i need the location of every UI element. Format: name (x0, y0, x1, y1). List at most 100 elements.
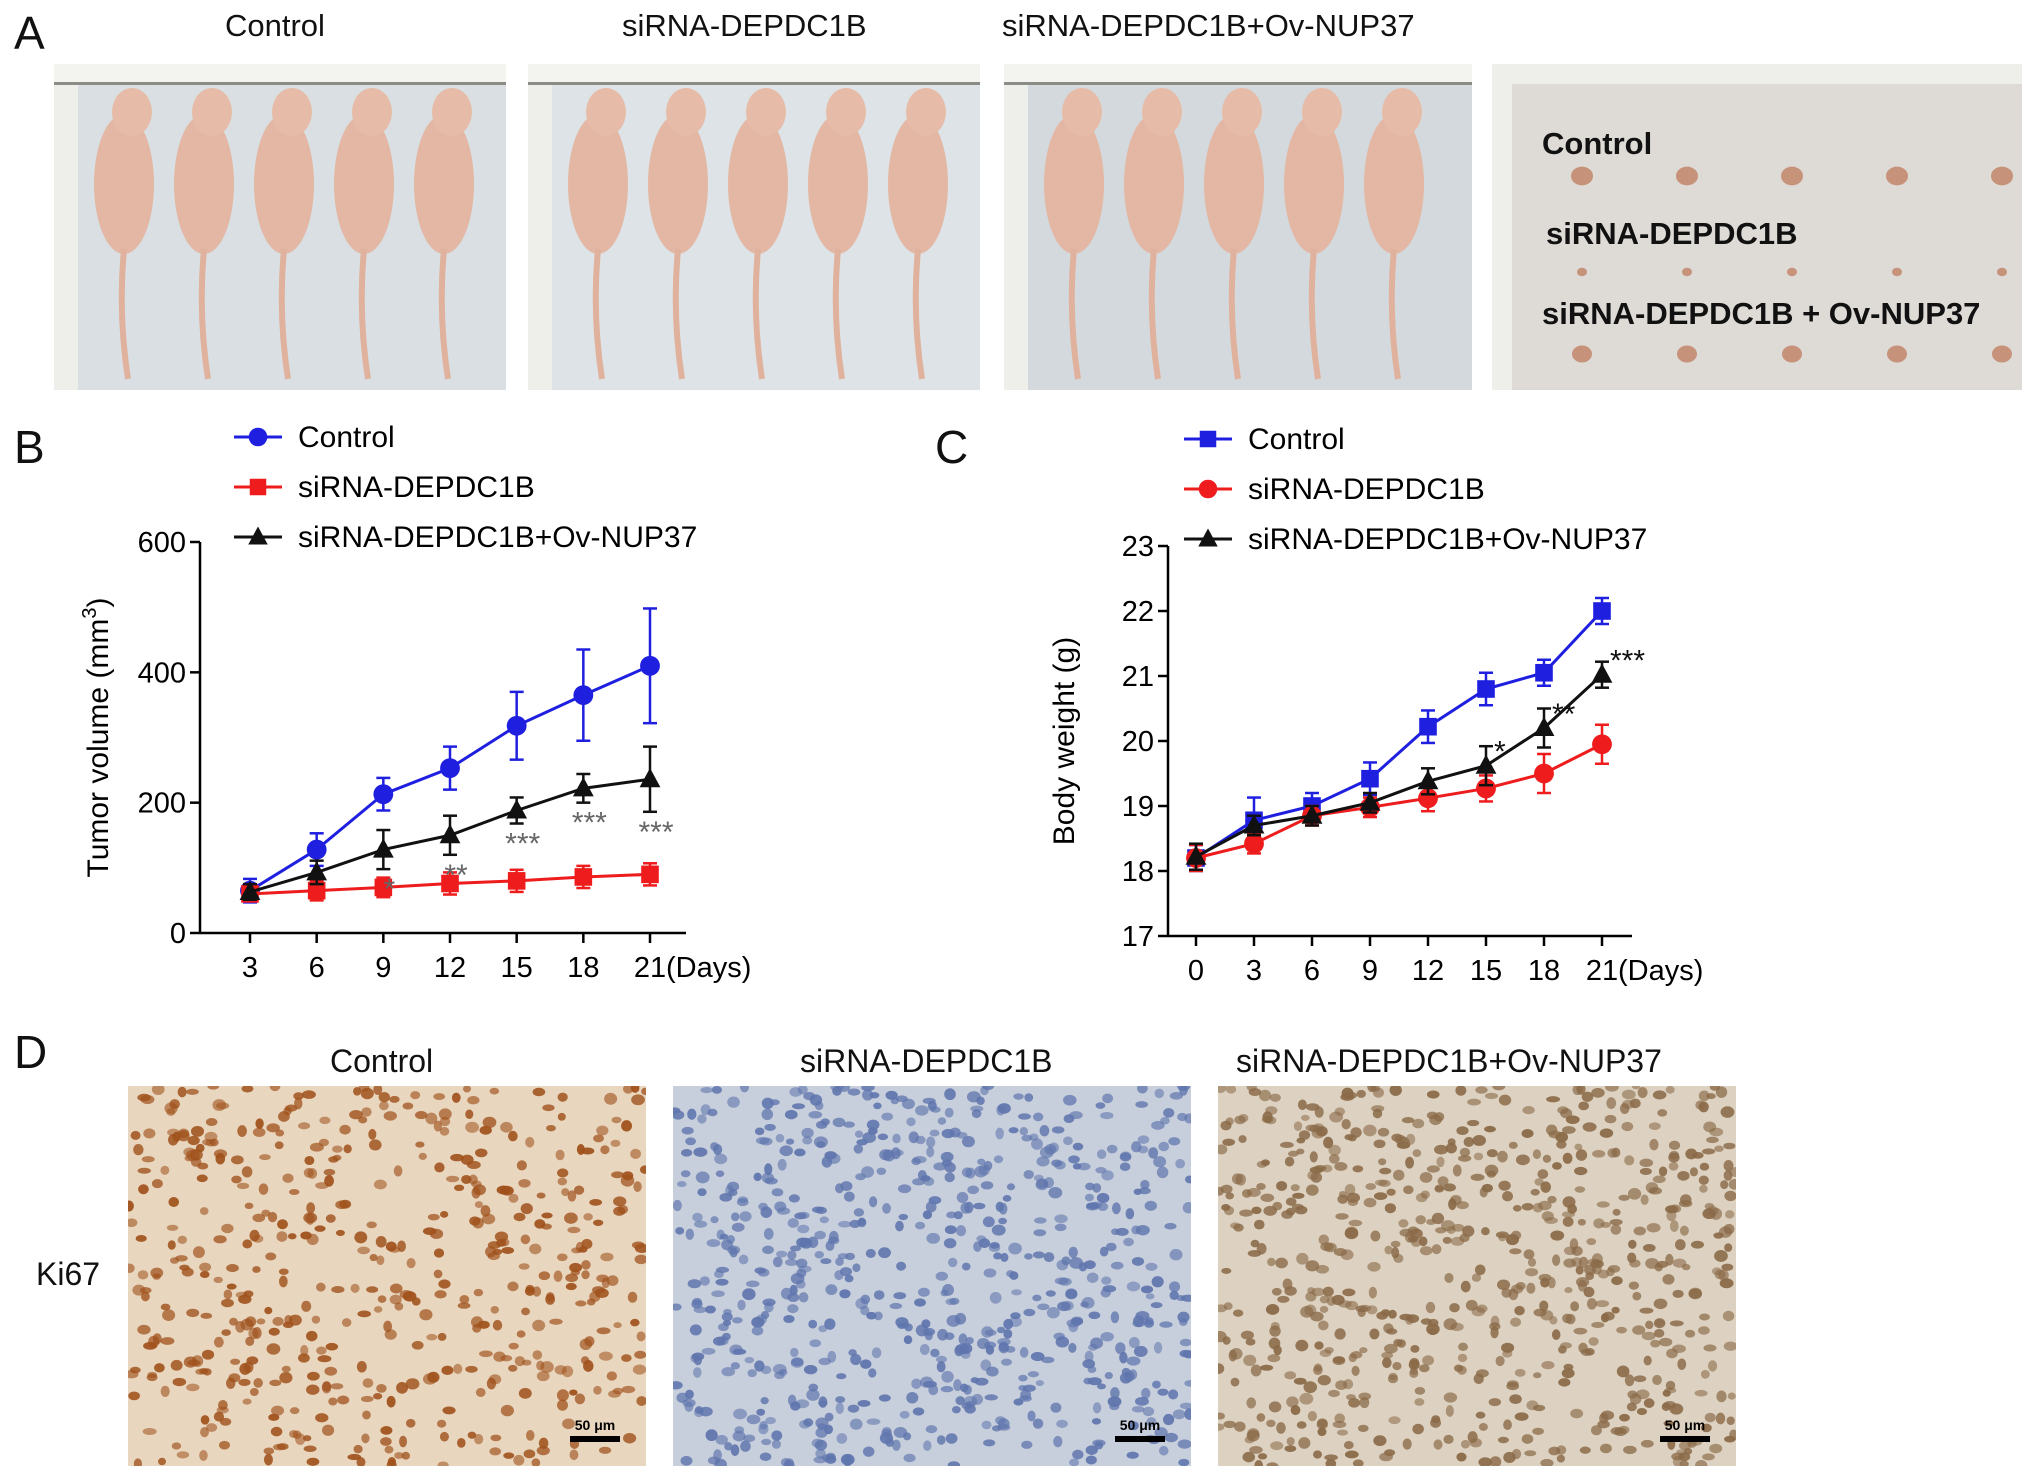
cell-nucleus (1502, 1191, 1514, 1202)
cell-nucleus (508, 1193, 519, 1203)
cell-nucleus (940, 1151, 954, 1162)
cell-nucleus (1029, 1133, 1039, 1141)
cell-nucleus (809, 1339, 822, 1348)
cell-nucleus (1027, 1371, 1040, 1378)
cell-nucleus (1652, 1090, 1667, 1100)
cell-nucleus (306, 1330, 318, 1342)
cell-nucleus (415, 1141, 425, 1148)
cell-nucleus (695, 1171, 710, 1184)
cell-nucleus (1422, 1355, 1435, 1366)
cell-nucleus (937, 1328, 949, 1341)
cell-nucleus (1259, 1364, 1274, 1371)
cell-nucleus (787, 1293, 800, 1303)
cell-nucleus (923, 1440, 932, 1451)
cell-nucleus (630, 1148, 641, 1160)
cell-nucleus (1633, 1375, 1647, 1383)
cell-nucleus (1172, 1409, 1186, 1420)
cell-nucleus (1373, 1192, 1388, 1201)
cell-nucleus (1562, 1313, 1573, 1324)
cell-nucleus (896, 1261, 907, 1271)
cell-nucleus (324, 1366, 338, 1376)
cell-nucleus (137, 1270, 149, 1280)
cell-nucleus (1475, 1411, 1486, 1419)
cell-nucleus (1140, 1179, 1150, 1190)
cell-nucleus (1335, 1380, 1348, 1391)
cell-nucleus (1672, 1456, 1683, 1466)
cell-nucleus (1642, 1243, 1656, 1252)
cell-nucleus (945, 1298, 957, 1306)
cell-nucleus (1281, 1210, 1294, 1219)
cell-nucleus (229, 1317, 238, 1326)
cell-nucleus (1372, 1087, 1385, 1098)
cell-nucleus (129, 1366, 141, 1374)
cell-nucleus (1158, 1141, 1170, 1152)
cell-nucleus (1398, 1219, 1409, 1228)
cell-nucleus (1631, 1086, 1641, 1090)
cell-nucleus (760, 1397, 769, 1405)
cell-nucleus (774, 1371, 785, 1380)
significance-mark: ** (1552, 698, 1576, 731)
cell-nucleus (1247, 1249, 1262, 1257)
y-tick-label: 200 (138, 788, 186, 820)
cell-nucleus (832, 1117, 846, 1128)
cell-nucleus (581, 1270, 590, 1280)
cell-nucleus (1277, 1295, 1290, 1303)
cell-nucleus (776, 1207, 791, 1215)
cell-nucleus (1561, 1368, 1575, 1379)
cell-nucleus (1096, 1383, 1107, 1390)
cell-nucleus (930, 1348, 940, 1358)
cell-nucleus (759, 1137, 773, 1146)
cell-nucleus (1524, 1450, 1537, 1457)
cell-nucleus (1290, 1184, 1300, 1192)
cell-nucleus (128, 1391, 140, 1401)
cell-nucleus (1729, 1167, 1736, 1178)
cell-nucleus (721, 1367, 736, 1377)
cell-nucleus (610, 1139, 621, 1147)
cell-nucleus (570, 1269, 581, 1276)
cell-nucleus (1394, 1134, 1407, 1145)
cell-nucleus (226, 1264, 239, 1273)
cell-nucleus (1334, 1107, 1346, 1116)
cell-nucleus (771, 1430, 783, 1441)
cell-nucleus (1291, 1203, 1304, 1210)
cell-nucleus (878, 1247, 891, 1259)
cell-nucleus (882, 1203, 891, 1214)
cell-nucleus (226, 1377, 236, 1389)
cell-nucleus (871, 1347, 882, 1359)
cell-nucleus (1099, 1246, 1109, 1257)
cell-nucleus (613, 1322, 622, 1329)
cell-nucleus (711, 1086, 722, 1094)
cell-nucleus (911, 1378, 922, 1389)
cell-nucleus (944, 1107, 954, 1118)
cell-nucleus (1442, 1236, 1452, 1244)
cell-nucleus (1321, 1164, 1333, 1173)
cell-nucleus (783, 1314, 795, 1323)
cell-nucleus (238, 1378, 251, 1387)
cell-nucleus (589, 1199, 603, 1206)
cell-nucleus (557, 1112, 566, 1121)
cell-nucleus (1392, 1361, 1402, 1371)
cell-nucleus (746, 1414, 761, 1425)
cell-nucleus (943, 1238, 957, 1249)
tumor-sample (1787, 267, 1797, 277)
cell-nucleus (1563, 1363, 1574, 1371)
cell-nucleus (861, 1086, 875, 1092)
cell-nucleus (1034, 1217, 1047, 1224)
cell-nucleus (681, 1126, 694, 1135)
cell-nucleus (1032, 1112, 1044, 1122)
cell-nucleus (1452, 1164, 1462, 1177)
y-axis-label: Tumor volume (mm3) (79, 597, 115, 877)
data-point (1475, 754, 1497, 774)
cell-nucleus (1447, 1138, 1456, 1146)
cell-nucleus (1072, 1142, 1084, 1151)
cell-nucleus (216, 1102, 230, 1110)
cell-nucleus (673, 1381, 683, 1390)
cell-nucleus (325, 1214, 336, 1223)
cell-nucleus (1609, 1219, 1623, 1226)
cell-nucleus (850, 1353, 862, 1366)
cell-nucleus (1716, 1390, 1727, 1403)
cell-nucleus (1023, 1308, 1036, 1317)
cell-nucleus (866, 1418, 881, 1425)
cell-nucleus (611, 1171, 624, 1179)
cell-nucleus (783, 1460, 795, 1466)
